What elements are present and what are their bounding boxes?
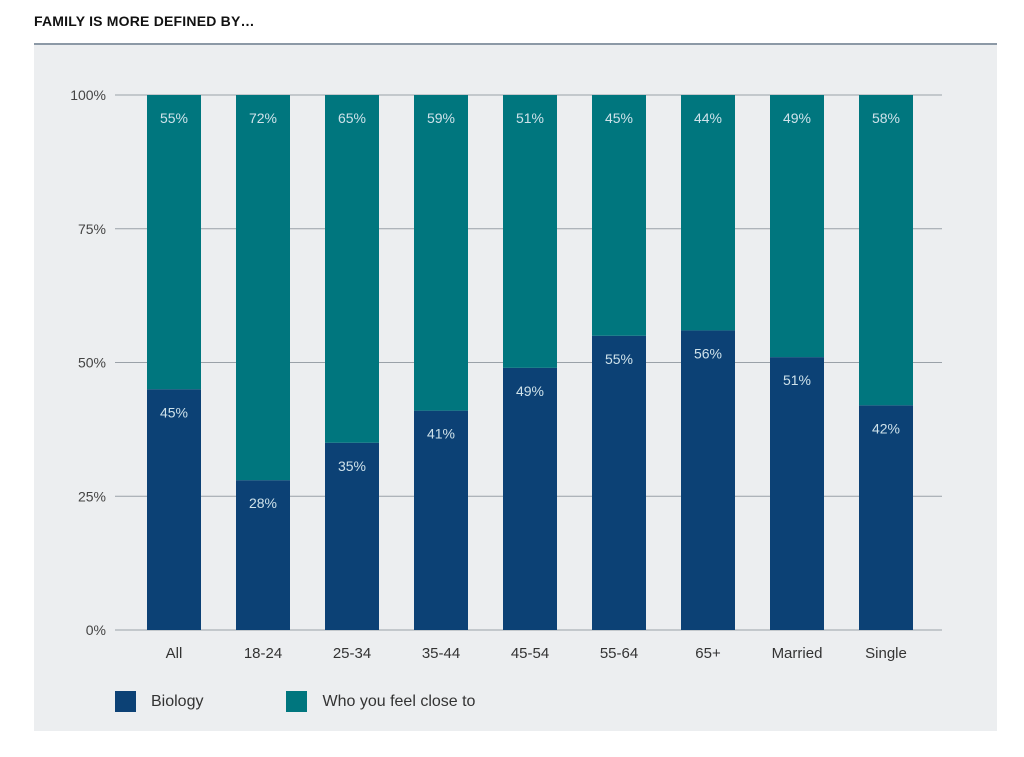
bar-close — [147, 95, 201, 390]
legend-swatch-biology — [115, 691, 136, 712]
data-label-close: 72% — [249, 110, 277, 126]
legend-label-close: Who you feel close to — [322, 692, 476, 710]
x-tick-label: 45-54 — [511, 645, 549, 662]
bar-biology — [325, 442, 379, 630]
title-divider — [34, 43, 997, 45]
data-label-biology: 49% — [516, 383, 544, 399]
x-tick-label: 35-44 — [422, 645, 460, 662]
bar-biology — [503, 367, 557, 630]
x-tick-label: Single — [865, 645, 907, 662]
bar-biology — [236, 480, 290, 630]
x-tick-label: 65+ — [695, 645, 721, 662]
data-label-close: 45% — [605, 110, 633, 126]
data-label-close: 65% — [338, 110, 366, 126]
data-label-close: 44% — [694, 110, 722, 126]
data-label-biology: 55% — [605, 351, 633, 367]
bar-biology — [147, 389, 201, 630]
bar-close — [681, 95, 735, 331]
chart-title: FAMILY IS MORE DEFINED BY… — [34, 13, 255, 29]
data-label-biology: 56% — [694, 345, 722, 361]
x-tick-label: All — [166, 645, 183, 662]
chart-legend: Biology Who you feel close to — [115, 691, 558, 712]
legend-item-biology: Biology — [115, 691, 203, 712]
bar-biology — [681, 330, 735, 630]
bar-close — [503, 95, 557, 368]
x-tick-label: 18-24 — [244, 645, 282, 662]
legend-swatch-close — [286, 691, 308, 712]
y-tick-label: 50% — [78, 355, 106, 371]
bar-biology — [859, 405, 913, 630]
data-label-close: 59% — [427, 110, 455, 126]
x-tick-label: 55-64 — [600, 645, 638, 662]
x-tick-label: Married — [772, 645, 823, 662]
bar-biology — [770, 357, 824, 630]
data-label-biology: 28% — [249, 495, 277, 511]
bar-biology — [592, 335, 646, 630]
data-label-close: 49% — [783, 110, 811, 126]
legend-item-close: Who you feel close to — [286, 691, 475, 712]
bar-close — [770, 95, 824, 358]
data-label-biology: 42% — [872, 420, 900, 436]
bar-close — [592, 95, 646, 336]
data-label-close: 55% — [160, 110, 188, 126]
bar-close — [236, 95, 290, 481]
bar-close — [859, 95, 913, 406]
y-tick-label: 25% — [78, 488, 106, 504]
bar-close — [414, 95, 468, 411]
data-label-biology: 41% — [427, 426, 455, 442]
bar-biology — [414, 410, 468, 630]
x-tick-label: 25-34 — [333, 645, 371, 662]
y-tick-label: 100% — [70, 87, 106, 103]
legend-label-biology: Biology — [151, 692, 204, 710]
data-label-close: 58% — [872, 110, 900, 126]
y-tick-label: 75% — [78, 221, 106, 237]
data-label-close: 51% — [516, 110, 544, 126]
bar-close — [325, 95, 379, 443]
data-label-biology: 51% — [783, 372, 811, 388]
data-label-biology: 35% — [338, 458, 366, 474]
y-tick-label: 0% — [86, 622, 106, 638]
data-label-biology: 45% — [160, 404, 188, 420]
